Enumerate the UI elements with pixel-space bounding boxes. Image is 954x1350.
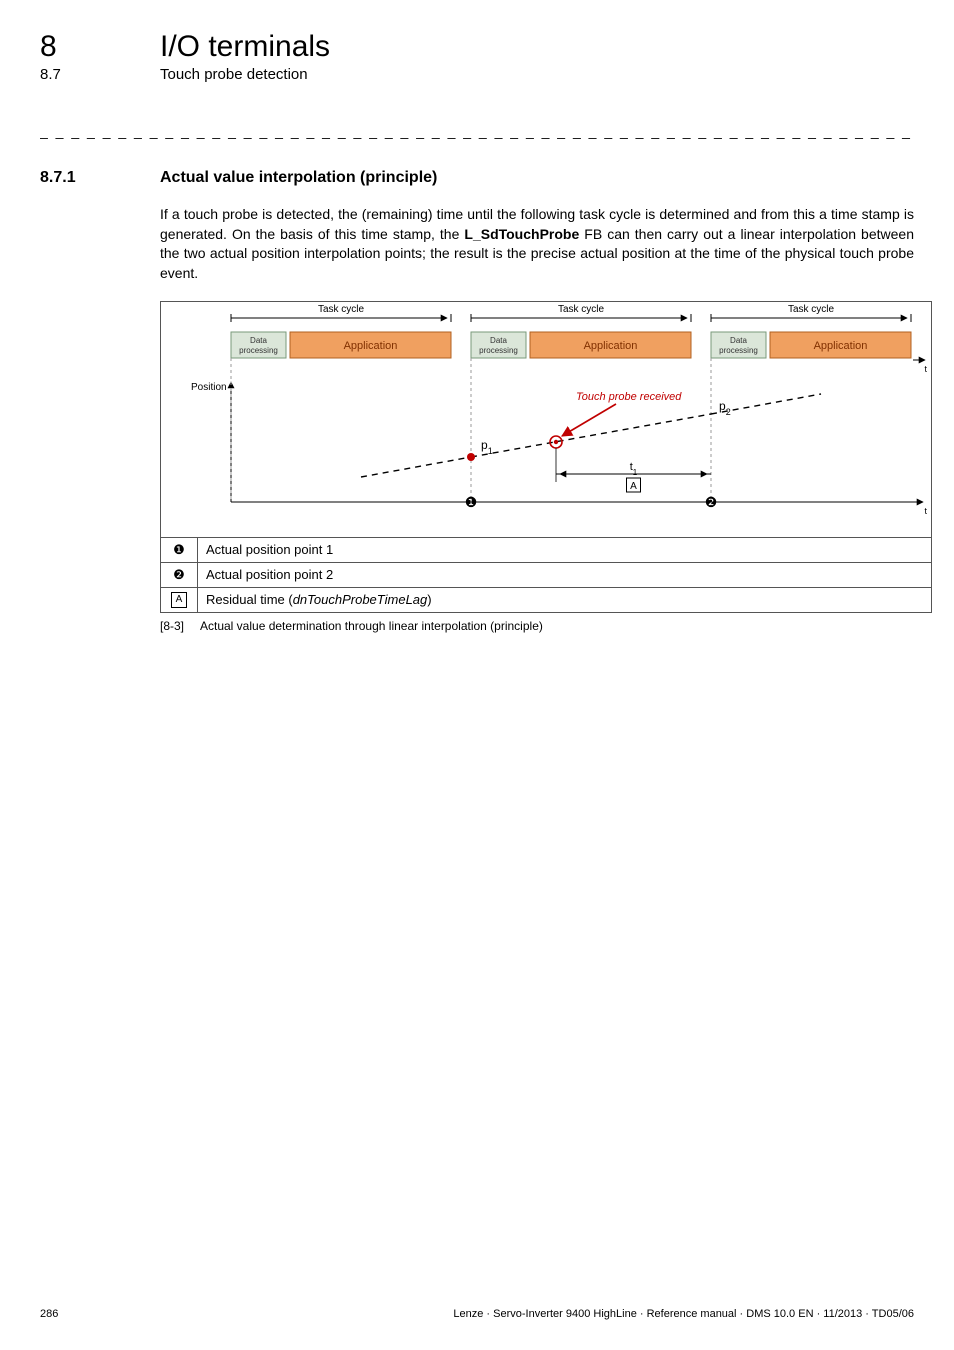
legend-key: ❷ xyxy=(161,563,198,587)
diagram-container: Task cycleDataprocessingApplicationTask … xyxy=(160,301,932,613)
legend-value: Actual position point 1 xyxy=(198,538,931,562)
legend-key: A xyxy=(161,588,198,612)
svg-text:p2: p2 xyxy=(719,399,731,417)
svg-text:Task cycle: Task cycle xyxy=(558,304,605,315)
legend-value: Residual time (dnTouchProbeTimeLag) xyxy=(198,588,931,612)
svg-text:Application: Application xyxy=(344,340,398,352)
chapter-number: 8 xyxy=(40,30,120,64)
svg-text:A: A xyxy=(630,481,637,492)
footer-text: Lenze · Servo-Inverter 9400 HighLine · R… xyxy=(453,1308,914,1320)
svg-text:processing: processing xyxy=(479,346,518,355)
legend-row: ❷Actual position point 2 xyxy=(161,562,931,587)
svg-text:Application: Application xyxy=(584,340,638,352)
page-footer: 286 Lenze · Servo-Inverter 9400 HighLine… xyxy=(40,1308,914,1320)
svg-text:Position: Position xyxy=(191,382,227,393)
svg-text:Application: Application xyxy=(814,340,868,352)
chapter-header: 8 I/O terminals xyxy=(40,30,914,64)
svg-text:Task cycle: Task cycle xyxy=(788,304,835,315)
section-title: Actual value interpolation (principle) xyxy=(160,169,437,187)
svg-text:❶: ❶ xyxy=(465,494,478,510)
svg-text:t: t xyxy=(924,506,927,516)
svg-text:processing: processing xyxy=(719,346,758,355)
body-paragraph: If a touch probe is detected, the (remai… xyxy=(160,205,914,283)
page-number: 286 xyxy=(40,1308,58,1320)
svg-text:processing: processing xyxy=(239,346,278,355)
svg-text:❷: ❷ xyxy=(705,494,718,510)
interpolation-diagram: Task cycleDataprocessingApplicationTask … xyxy=(161,302,931,532)
legend-value: Actual position point 2 xyxy=(198,563,931,587)
legend-row: AResidual time (dnTouchProbeTimeLag) xyxy=(161,587,931,612)
subsection-header: 8.7 Touch probe detection xyxy=(40,66,914,83)
section-number: 8.7.1 xyxy=(40,169,120,187)
dashed-separator: _ _ _ _ _ _ _ _ _ _ _ _ _ _ _ _ _ _ _ _ … xyxy=(40,123,914,139)
svg-text:Data: Data xyxy=(490,336,507,345)
svg-text:Touch probe received: Touch probe received xyxy=(576,391,682,403)
chapter-title: I/O terminals xyxy=(160,30,330,64)
legend-row: ❶Actual position point 1 xyxy=(161,537,931,562)
page: 8 I/O terminals 8.7 Touch probe detectio… xyxy=(0,0,954,1350)
svg-text:Data: Data xyxy=(730,336,747,345)
svg-text:Data: Data xyxy=(250,336,267,345)
subsection-number: 8.7 xyxy=(40,66,120,83)
section-header: 8.7.1 Actual value interpolation (princi… xyxy=(40,169,914,187)
figure-caption-text: Actual value determination through linea… xyxy=(200,619,543,633)
legend-key: ❶ xyxy=(161,538,198,562)
svg-text:t: t xyxy=(924,364,927,374)
figure-id: [8-3] xyxy=(160,619,200,633)
subsection-title: Touch probe detection xyxy=(160,66,308,83)
svg-text:Task cycle: Task cycle xyxy=(318,304,365,315)
legend-table: ❶Actual position point 1❷Actual position… xyxy=(161,537,931,612)
figure-caption: [8-3] Actual value determination through… xyxy=(160,619,914,633)
svg-text:p1: p1 xyxy=(481,438,493,456)
